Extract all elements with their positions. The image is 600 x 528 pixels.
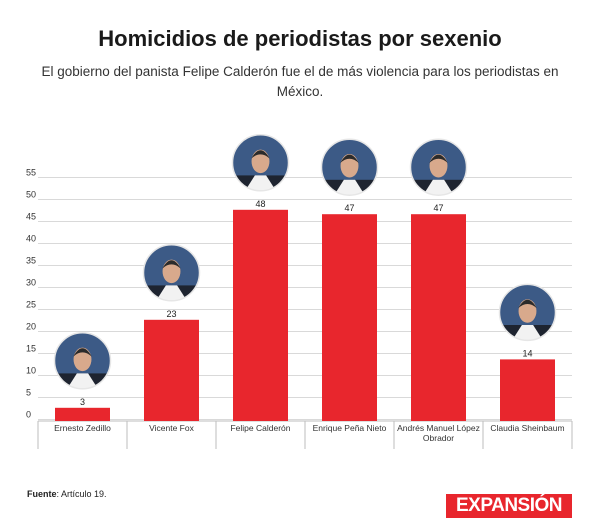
bar <box>322 214 377 421</box>
bar <box>233 209 288 421</box>
source-label: Fuente <box>27 489 57 499</box>
chart-subtitle: El gobierno del panista Felipe Calderón … <box>41 64 559 99</box>
category-label: Claudia Sheinbaum <box>490 423 564 433</box>
category-label: Andrés Manuel López <box>397 423 480 433</box>
portrait-vicente-fox <box>142 244 201 302</box>
category-label: Ernesto Zedillo <box>54 423 111 433</box>
chart-title: Homicidios de periodistas por sexenio <box>98 26 502 51</box>
y-tick-label: 30 <box>26 278 36 288</box>
data-label: 47 <box>344 203 354 213</box>
bar <box>55 407 110 421</box>
data-label: 48 <box>255 199 265 209</box>
portrait-claudia-sheinbaum <box>498 283 557 342</box>
y-tick-label: 35 <box>26 256 36 266</box>
y-tick-label: 5 <box>26 388 31 398</box>
y-tick-label: 45 <box>26 212 36 222</box>
source-text: : Artículo 19. <box>56 489 107 499</box>
y-tick-label: 10 <box>26 366 36 376</box>
y-tick-label: 15 <box>26 344 36 354</box>
data-label: 14 <box>522 348 532 358</box>
category-label: Vicente Fox <box>149 423 194 433</box>
data-label: 47 <box>433 203 443 213</box>
y-tick-label: 25 <box>26 300 36 310</box>
category-label: Felipe Calderón <box>230 423 290 433</box>
category-label: Enrique Peña Nieto <box>313 423 387 433</box>
data-label: 3 <box>80 397 85 407</box>
source-note: Fuente: Artículo 19. <box>27 489 107 499</box>
data-label: 23 <box>166 309 176 319</box>
bar <box>411 214 466 421</box>
y-tick-label: 40 <box>26 234 36 244</box>
y-tick-label: 50 <box>26 190 36 200</box>
y-tick-label: 0 <box>26 410 31 420</box>
y-tick-label: 20 <box>26 322 36 332</box>
bar <box>500 359 555 421</box>
portrait-ernesto-zedillo <box>53 332 112 390</box>
expansion-logo: EXPANSIÓN <box>446 494 572 518</box>
y-tick-label: 55 <box>26 168 36 178</box>
bar <box>144 319 199 421</box>
portrait-amlo <box>409 138 468 196</box>
portrait-felipe-calderon <box>231 134 290 192</box>
category-label: Obrador <box>423 433 454 443</box>
portrait-enrique-pena-nieto <box>320 138 379 196</box>
